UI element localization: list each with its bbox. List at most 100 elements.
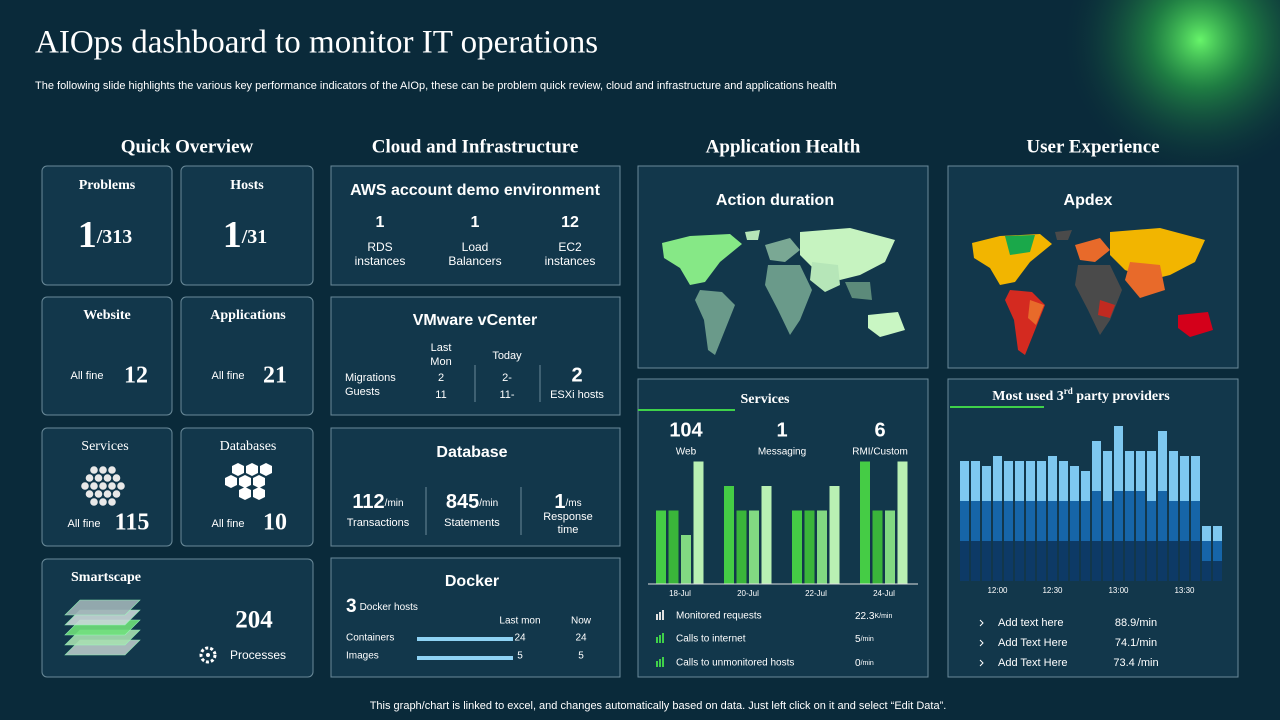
bar-segment xyxy=(1180,501,1189,541)
kpi-value-total: /31 xyxy=(241,226,268,248)
kpi-value: 1/313 xyxy=(78,214,133,256)
bar-segment xyxy=(1125,491,1134,541)
metric-icon xyxy=(662,633,664,643)
bar-segment xyxy=(1015,461,1024,501)
icon-dot xyxy=(85,490,94,498)
bar-segment xyxy=(1191,541,1200,581)
icon-dot xyxy=(112,474,121,482)
cell: 5 xyxy=(578,651,584,662)
title-part: Most used 3 xyxy=(992,389,1064,404)
row-label: Images xyxy=(346,651,379,662)
metric-label: Calls to unmonitored hosts xyxy=(676,658,794,669)
kpi-value-total: /313 xyxy=(96,226,133,248)
bar-segment xyxy=(1081,541,1090,581)
metric-label: Monitored requests xyxy=(676,611,762,622)
metric-value: 12 xyxy=(561,214,579,231)
row-label: Migrations xyxy=(345,372,396,384)
bar-segment xyxy=(1125,541,1134,581)
kpi-value: 204 xyxy=(235,607,273,634)
bar-segment xyxy=(1026,541,1035,581)
panel-title: Database xyxy=(436,444,507,461)
docker-bar xyxy=(417,656,513,660)
bar-segment xyxy=(1070,466,1079,501)
panel xyxy=(41,427,173,547)
panel-title: VMware vCenter xyxy=(413,312,538,329)
bar xyxy=(885,510,895,584)
bar-segment xyxy=(1114,426,1123,491)
x-tick-label: 24-Jul xyxy=(873,589,895,598)
bar-segment xyxy=(1092,441,1101,491)
bar-segment xyxy=(1213,561,1222,581)
docker-hosts-label: Docker hosts xyxy=(360,602,418,613)
bar-segment xyxy=(1180,541,1189,581)
status: All fine xyxy=(70,370,103,382)
bar-segment xyxy=(1048,456,1057,501)
status: All fine xyxy=(211,370,244,382)
kpi-value-main: 1 xyxy=(223,214,242,256)
status: All fine xyxy=(67,518,100,530)
metric-icon xyxy=(659,659,661,667)
bar xyxy=(749,510,759,584)
title-sup: rd xyxy=(1064,386,1073,396)
kpi-label: Website xyxy=(83,308,130,323)
metric-value: 1/ms xyxy=(554,491,581,513)
metric-unit: /min xyxy=(479,498,498,509)
metric-value: 0/min xyxy=(855,658,874,669)
metric-label: Response xyxy=(543,511,593,523)
icon-dot xyxy=(103,490,112,498)
bar-segment xyxy=(1136,491,1145,541)
metric-icon xyxy=(659,635,661,643)
panel-title: Apdex xyxy=(1064,192,1113,209)
x-tick-label: 12:30 xyxy=(1042,586,1063,595)
bar-segment xyxy=(993,541,1002,581)
docker-hosts: 3 Docker hosts xyxy=(346,596,418,617)
metric-unit: /ms xyxy=(566,498,582,509)
bar-segment xyxy=(1103,451,1112,501)
metric-unit: /min xyxy=(861,636,874,643)
metric-label: RDS xyxy=(367,240,392,254)
bar-segment xyxy=(1136,541,1145,581)
metric-icon xyxy=(656,637,658,643)
metric-icon xyxy=(656,614,658,620)
bar-segment xyxy=(1004,541,1013,581)
x-tick-label: 18-Jul xyxy=(669,589,691,598)
bar xyxy=(872,510,883,584)
bar-segment xyxy=(1059,501,1068,541)
processes-icon xyxy=(199,646,217,664)
world-map xyxy=(972,228,1213,355)
kpi-value: 12 xyxy=(124,363,148,389)
metric-number: 845 xyxy=(446,491,479,513)
bar-segment xyxy=(982,466,991,501)
column-header: Last mon xyxy=(499,616,540,627)
metric-label: Transactions xyxy=(347,517,410,529)
smartscape-icon xyxy=(64,599,141,656)
bar-segment xyxy=(1169,451,1178,501)
metric-value: 112/min xyxy=(352,491,403,513)
bar xyxy=(817,510,827,584)
panel-title: Most used 3rd party providers xyxy=(992,386,1170,404)
kpi-label: Smartscape xyxy=(71,570,141,585)
panel-title: Services xyxy=(741,392,791,407)
docker-hosts-value: 3 xyxy=(346,596,357,617)
bar-segment xyxy=(1202,561,1211,581)
bar-segment xyxy=(1147,501,1156,541)
docker-bar xyxy=(417,637,513,641)
bar xyxy=(860,461,870,584)
icon-dot xyxy=(94,490,103,498)
bar-segment xyxy=(1048,501,1057,541)
section-heading: User Experience xyxy=(1026,136,1159,157)
bar-segment xyxy=(1114,491,1123,541)
icon-dot xyxy=(99,498,107,506)
cell: 5 xyxy=(517,651,523,662)
metric-number: 5 xyxy=(855,634,861,645)
bar-segment xyxy=(1169,541,1178,581)
bar-segment xyxy=(971,461,980,501)
row-label: Containers xyxy=(346,633,394,644)
kpi-label: Databases xyxy=(220,439,277,454)
icon-dot xyxy=(85,474,94,482)
bar xyxy=(668,510,679,584)
bar-segment xyxy=(1070,501,1079,541)
bar-segment xyxy=(1070,541,1079,581)
title: AIOps dashboard to monitor IT operations xyxy=(35,25,598,61)
